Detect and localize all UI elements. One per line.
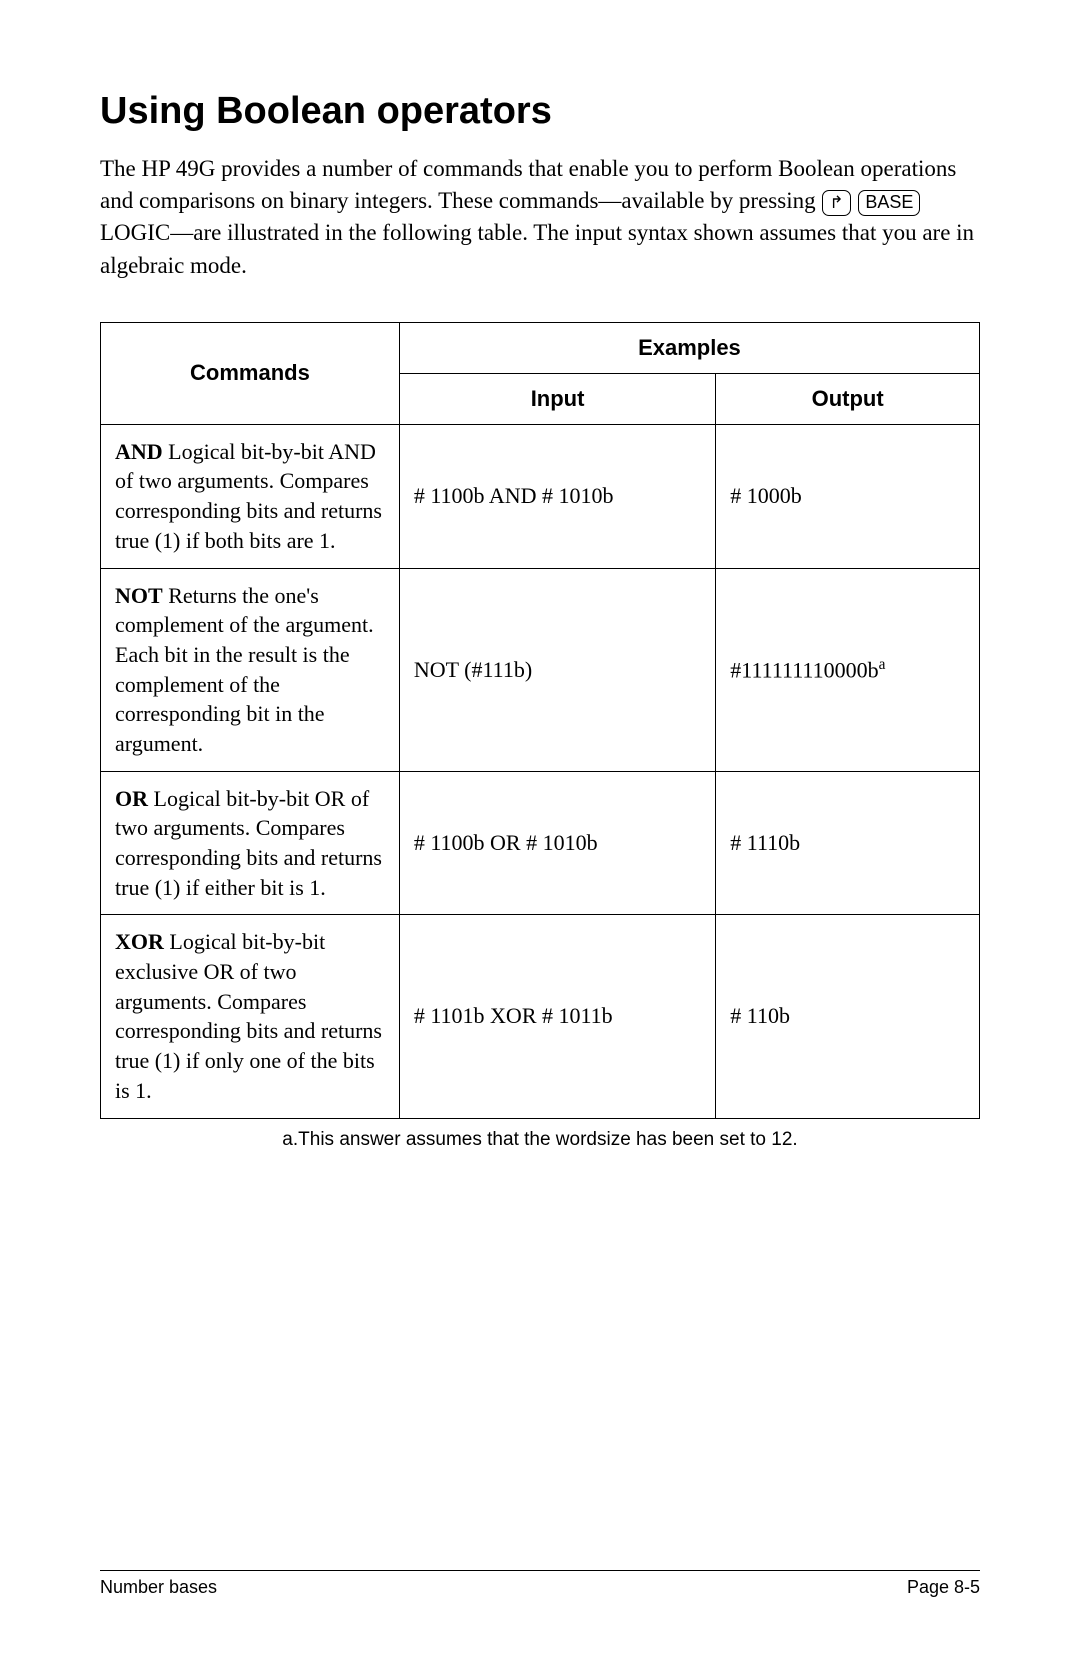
footer-right: Page 8-5 xyxy=(907,1577,980,1598)
header-output: Output xyxy=(716,373,980,424)
intro-paragraph: The HP 49G provides a number of commands… xyxy=(100,153,980,282)
command-output-cell: # 110b xyxy=(716,915,980,1118)
command-name: NOT xyxy=(115,583,163,608)
page-title: Using Boolean operators xyxy=(100,90,980,133)
command-description-cell: AND Logical bit-by-bit AND of two argume… xyxy=(101,424,400,568)
table-row: AND Logical bit-by-bit AND of two argume… xyxy=(101,424,980,568)
command-input-cell: # 1100b AND # 1010b xyxy=(399,424,715,568)
shift-key-icon xyxy=(822,190,850,215)
command-input-cell: NOT (#111b) xyxy=(399,568,715,771)
commands-table-body: AND Logical bit-by-bit AND of two argume… xyxy=(101,424,980,1118)
table-row: OR Logical bit-by-bit OR of two argument… xyxy=(101,771,980,915)
command-name: OR xyxy=(115,786,148,811)
document-page: Using Boolean operators The HP 49G provi… xyxy=(0,0,1080,1656)
command-output-cell: # 1110b xyxy=(716,771,980,915)
command-description-cell: NOT Returns the one's complement of the … xyxy=(101,568,400,771)
table-footnote: a.This answer assumes that the wordsize … xyxy=(100,1129,980,1151)
commands-table: Commands Examples Input Output AND Logic… xyxy=(100,322,980,1119)
footer-left: Number bases xyxy=(100,1577,217,1598)
table-row: XOR Logical bit-by-bit exclusive OR of t… xyxy=(101,915,980,1118)
base-key-icon: BASE xyxy=(858,190,920,215)
header-input: Input xyxy=(399,373,715,424)
command-description-cell: OR Logical bit-by-bit OR of two argument… xyxy=(101,771,400,915)
command-description: Logical bit-by-bit exclusive OR of two a… xyxy=(115,929,382,1102)
command-output-cell: # 1000b xyxy=(716,424,980,568)
header-commands: Commands xyxy=(101,322,400,424)
command-description: Logical bit-by-bit OR of two arguments. … xyxy=(115,786,382,900)
command-input-cell: # 1100b OR # 1010b xyxy=(399,771,715,915)
intro-text-2: LOGIC—are illustrated in the following t… xyxy=(100,220,974,277)
command-input-cell: # 1101b XOR # 1011b xyxy=(399,915,715,1118)
command-output-cell: #111111110000ba xyxy=(716,568,980,771)
command-description-cell: XOR Logical bit-by-bit exclusive OR of t… xyxy=(101,915,400,1118)
command-name: XOR xyxy=(115,929,164,954)
output-superscript: a xyxy=(879,656,886,673)
command-name: AND xyxy=(115,439,163,464)
table-row: NOT Returns the one's complement of the … xyxy=(101,568,980,771)
command-description: Returns the one's complement of the argu… xyxy=(115,583,374,756)
page-footer: Number bases Page 8-5 xyxy=(100,1570,980,1598)
header-examples: Examples xyxy=(399,322,979,373)
